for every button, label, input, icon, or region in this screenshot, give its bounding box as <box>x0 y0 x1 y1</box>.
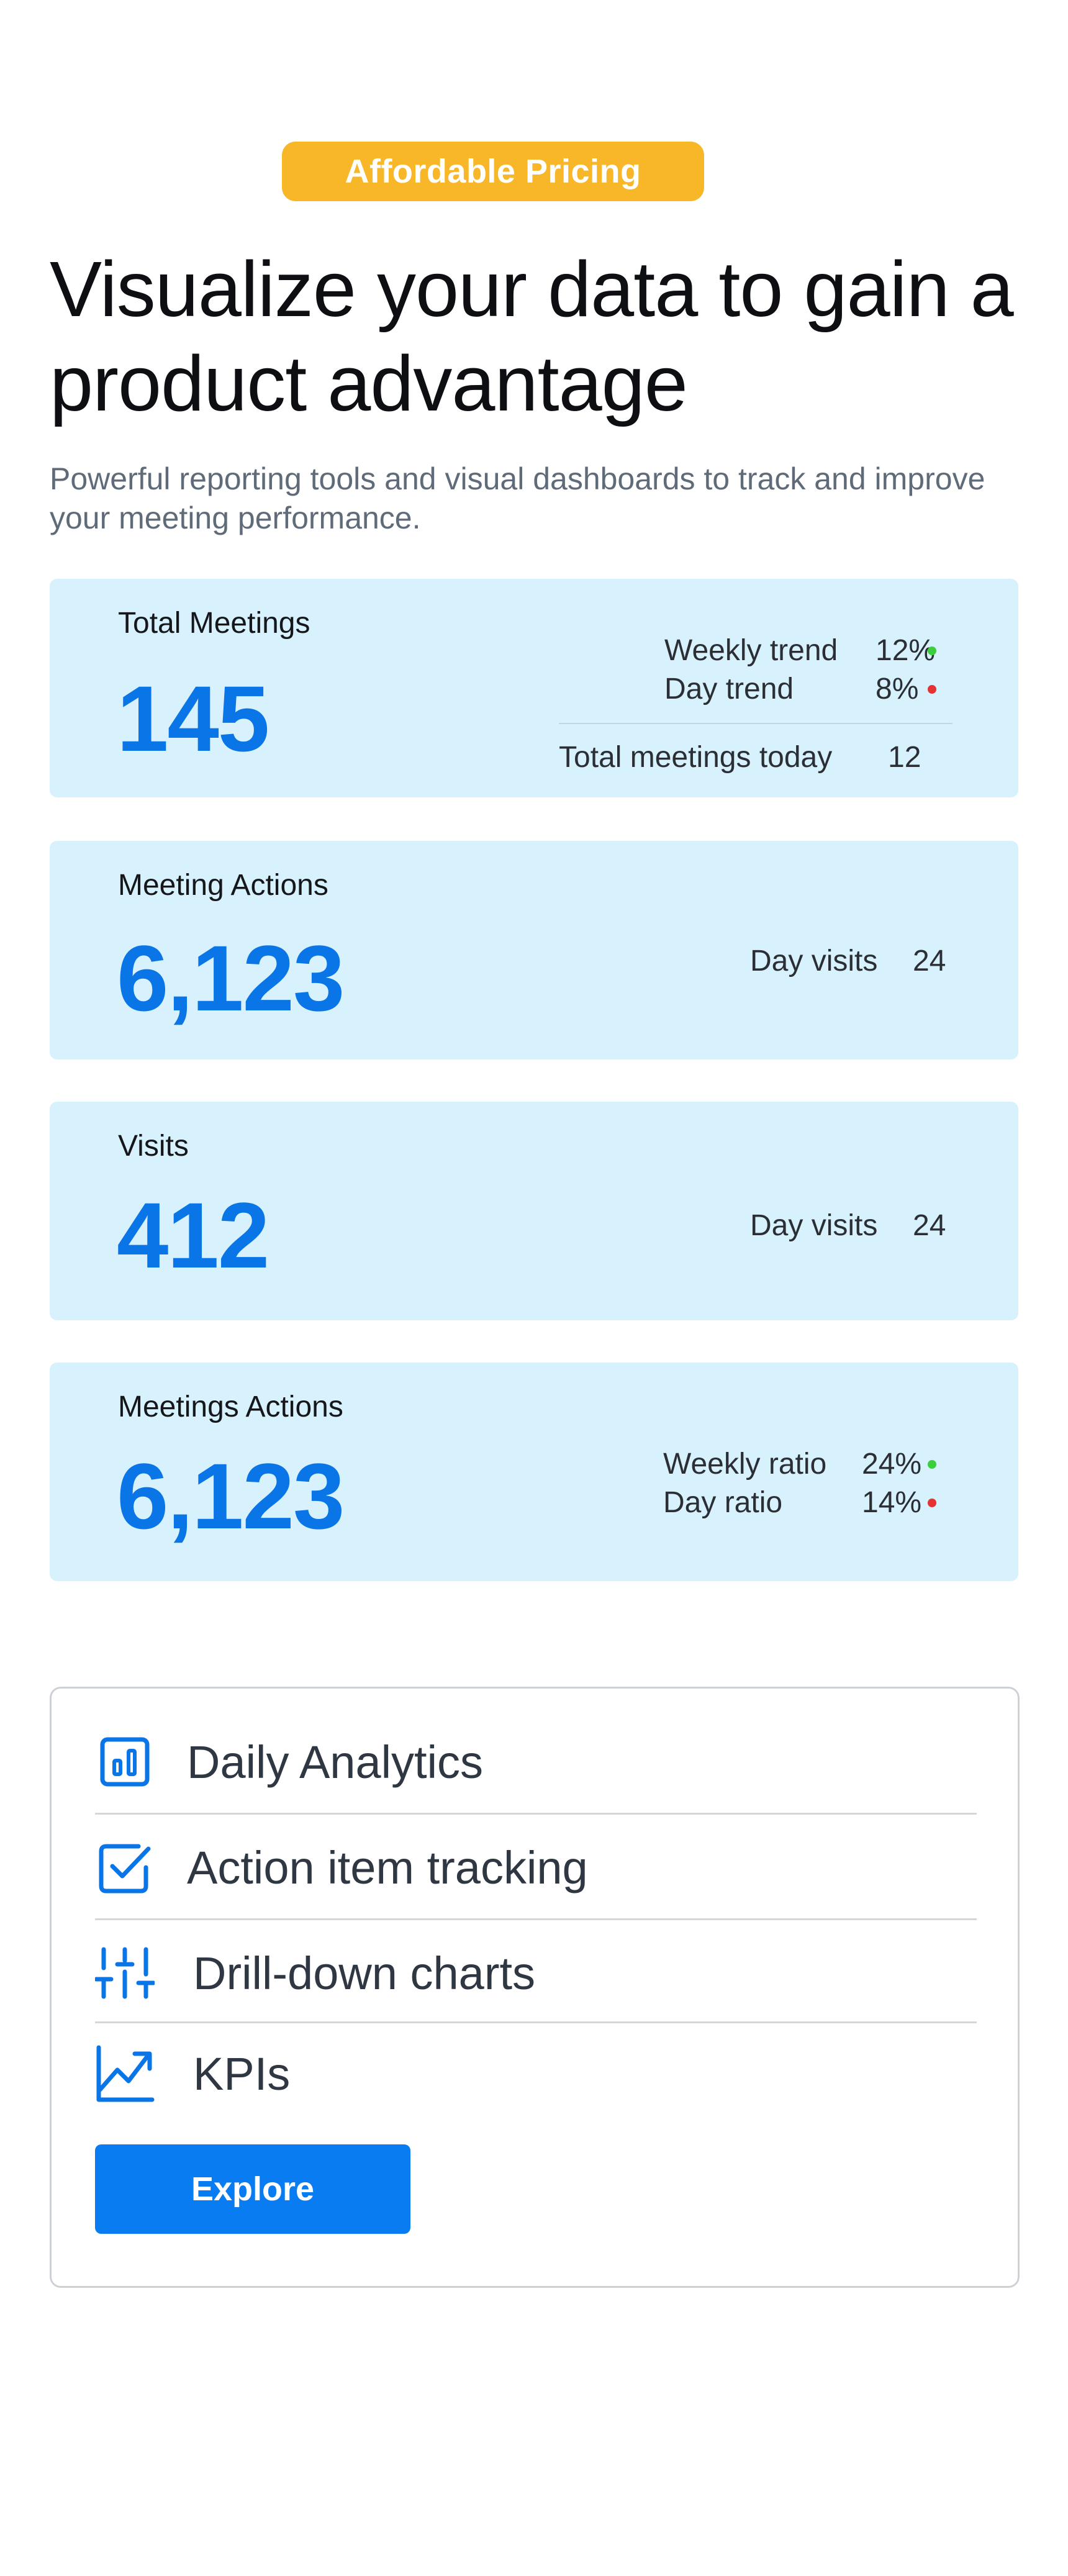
stat-label: Weekly trend <box>664 634 838 667</box>
stat-day-visits: Day visits 24 <box>750 1209 946 1243</box>
metric-label: Total Meetings <box>118 607 310 640</box>
metric-label: Meeting Actions <box>118 869 328 902</box>
stat-value: 12% <box>876 634 936 667</box>
feature-label: Daily Analytics <box>187 1736 484 1788</box>
stat-day-ratio: Day ratio 14% <box>663 1485 936 1520</box>
stat-label: Day trend <box>664 673 794 705</box>
trend-up-dot-icon <box>928 646 936 655</box>
metric-value: 145 <box>117 666 269 771</box>
checkbox-icon <box>95 1838 155 1897</box>
metric-card-total-meetings: Total Meetings 145 Weekly trend 12% Day … <box>50 579 1018 797</box>
page-subtitle: Powerful reporting tools and visual dash… <box>50 461 985 535</box>
trend-down-dot-icon <box>928 1498 936 1507</box>
stat-label: Total meetings today <box>559 741 833 774</box>
features-panel: Daily Analytics Action item tracking <box>50 1687 1020 2288</box>
stat-weekly-ratio: Weekly ratio 24% <box>663 1447 936 1481</box>
metric-card-visits: Visits 412 Day visits 24 <box>50 1102 1018 1320</box>
stat-label: Day visits <box>750 945 878 977</box>
metric-label: Visits <box>118 1130 189 1163</box>
feature-label: KPIs <box>193 2048 291 2100</box>
stat-value: 24 <box>913 1209 946 1242</box>
stat-total-today: Total meetings today 12 <box>559 740 921 774</box>
metric-card-meetings-actions: Meetings Actions 6,123 Weekly ratio 24% … <box>50 1363 1018 1581</box>
metric-card-meeting-actions: Meeting Actions 6,123 Day visits 24 <box>50 841 1018 1059</box>
pricing-badge: Affordable Pricing <box>282 142 704 201</box>
stat-label: Day ratio <box>663 1486 783 1519</box>
feature-item-kpis: KPIs <box>95 2021 977 2126</box>
stat-day-visits: Day visits 24 <box>750 944 946 978</box>
stat-value: 8% <box>876 673 919 705</box>
stat-divider <box>559 723 953 724</box>
feature-divider <box>95 2021 977 2023</box>
stat-value: 24 <box>913 945 946 977</box>
stat-value: 14% <box>862 1486 922 1519</box>
feature-label: Drill-down charts <box>193 1947 536 1999</box>
trend-up-icon <box>95 2044 155 2103</box>
trend-up-dot-icon <box>928 1459 936 1469</box>
bar-chart-icon <box>95 1732 155 1792</box>
feature-divider <box>95 1918 977 1920</box>
metric-value: 6,123 <box>117 1444 345 1548</box>
explore-button[interactable]: Explore <box>95 2144 410 2234</box>
stat-value: 24% <box>862 1448 922 1481</box>
metric-value: 6,123 <box>117 926 345 1030</box>
stat-label: Day visits <box>750 1209 878 1242</box>
feature-item-action-tracking: Action item tracking <box>95 1815 977 1920</box>
feature-divider <box>95 1813 977 1815</box>
sliders-icon <box>95 1943 155 2003</box>
page-title: Visualize your data to gain a product ad… <box>50 245 1014 427</box>
feature-label: Action item tracking <box>187 1841 588 1893</box>
stat-label: Weekly ratio <box>663 1448 827 1481</box>
feature-item-drill-down: Drill-down charts <box>95 1921 977 2025</box>
stat-day-trend: Day trend 8% <box>664 672 936 706</box>
stat-weekly-trend: Weekly trend 12% <box>664 633 936 668</box>
badge-wrap: Affordable Pricing <box>50 142 1018 201</box>
metric-value: 412 <box>117 1183 269 1287</box>
metric-label: Meetings Actions <box>118 1390 343 1423</box>
stat-value: 12 <box>888 741 921 774</box>
trend-down-dot-icon <box>928 684 936 694</box>
feature-item-daily-analytics: Daily Analytics <box>95 1710 977 1814</box>
